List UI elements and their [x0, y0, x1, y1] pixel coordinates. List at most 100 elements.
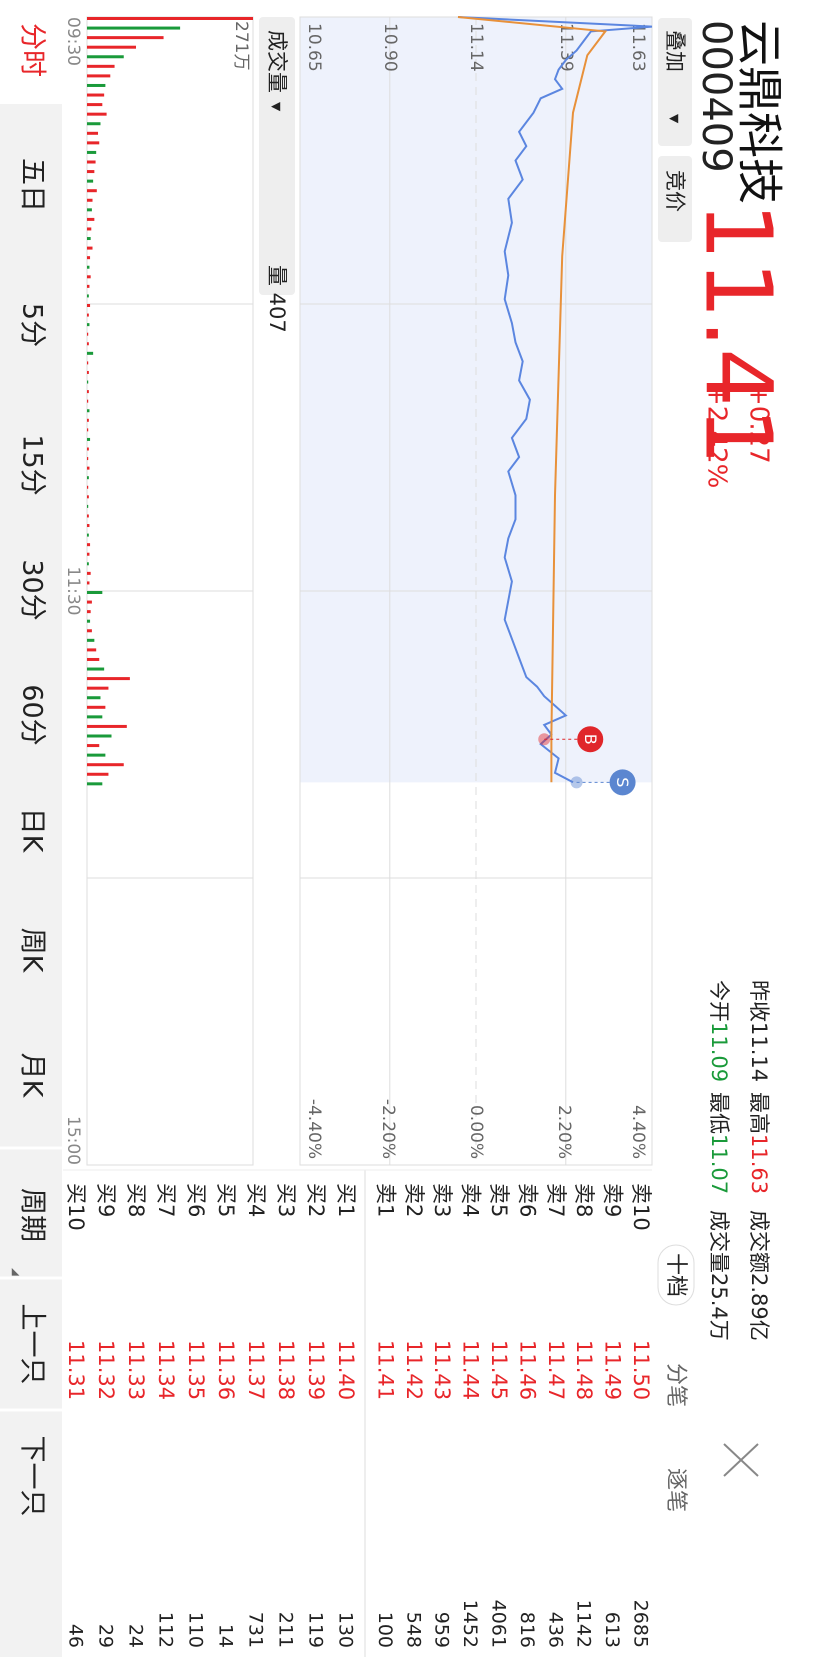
volume-bar	[87, 275, 91, 279]
book-tab[interactable]: 逐笔	[663, 1468, 688, 1512]
volume-bar	[87, 342, 89, 346]
volume-bar	[86, 45, 137, 49]
period-tab[interactable]: 15分	[17, 434, 48, 495]
dropdown-arrow: ▼	[668, 114, 682, 124]
volume-bar	[87, 265, 90, 269]
volume-bar	[87, 485, 89, 489]
period-tab[interactable]: 五日	[17, 158, 48, 212]
tab-bar	[0, 0, 62, 1657]
book-label: 卖9	[601, 1183, 625, 1217]
volume-bar	[86, 744, 100, 748]
prev-button[interactable]: 上一只	[17, 1304, 48, 1385]
stat-label: 成交额	[747, 1210, 771, 1273]
period-tab[interactable]: 60分	[17, 684, 48, 745]
stat-value: 11.09	[707, 1022, 731, 1082]
period-tab[interactable]: 30分	[17, 559, 48, 620]
volume-bar	[87, 428, 89, 432]
close-icon[interactable]	[723, 1443, 759, 1477]
period-tab[interactable]: 周K	[17, 928, 48, 974]
volume-bar	[87, 610, 91, 614]
book-label: 卖8	[572, 1183, 596, 1217]
volume-bar	[87, 629, 92, 633]
volume-bar	[87, 409, 90, 413]
period-tab[interactable]: 日K	[17, 808, 48, 854]
book-volume: 548	[402, 1612, 424, 1648]
volume-bar	[86, 74, 111, 78]
volume-bar	[87, 753, 106, 757]
stat-value: 11.14	[747, 1022, 771, 1082]
book-volume: 130	[335, 1612, 357, 1648]
volume-bar	[87, 103, 103, 107]
book-label: 卖7	[544, 1183, 568, 1217]
volume-bar	[87, 600, 92, 604]
book-volume: 46	[65, 1624, 87, 1648]
volume-value: 量 407	[265, 265, 289, 333]
volume-bar	[87, 447, 89, 451]
volume-button[interactable]	[259, 17, 295, 295]
book-price: 11.38	[274, 1340, 298, 1400]
book-label: 卖1	[373, 1183, 397, 1217]
book-price: 11.41	[373, 1340, 397, 1400]
book-tab[interactable]: 分笔	[663, 1363, 688, 1407]
selected-tab	[0, 0, 62, 104]
y-tick-label: 11.63	[628, 23, 648, 72]
volume-bar	[87, 93, 105, 97]
book-tab[interactable]: 十档	[663, 1253, 688, 1297]
volume-bar	[87, 667, 105, 671]
marker-badge	[609, 769, 636, 796]
dropdown-arrow: ▼	[270, 102, 284, 112]
volume-bar	[87, 332, 89, 336]
overlay-button[interactable]	[658, 18, 692, 146]
change-pct: +2.42%	[702, 384, 732, 488]
book-volume: 14	[215, 1624, 237, 1648]
book-price: 11.34	[154, 1340, 178, 1400]
volume-bar	[87, 782, 103, 786]
volume-bar	[87, 351, 94, 355]
book-label: 卖6	[515, 1183, 539, 1217]
book-volume: 816	[516, 1612, 538, 1648]
volume-bar	[87, 112, 107, 116]
book-volume: 959	[431, 1612, 453, 1648]
x-tick-label: 09:30	[63, 17, 83, 66]
volume-bar	[86, 686, 109, 690]
volume-bar	[87, 284, 90, 288]
volume-bar	[87, 466, 90, 470]
book-price: 11.45	[487, 1340, 511, 1400]
book-price: 11.48	[572, 1340, 596, 1400]
volume-bar	[86, 734, 112, 738]
book-label: 卖5	[487, 1183, 511, 1217]
y2-tick-label: -2.20%	[378, 1099, 398, 1159]
y2-tick-label: -4.40%	[304, 1099, 324, 1159]
marker-label: S	[613, 777, 632, 787]
period-tab[interactable]: 5分	[17, 303, 48, 347]
next-button[interactable]: 下一只	[17, 1436, 48, 1517]
period-button[interactable]: 周期	[17, 1188, 48, 1242]
book-volume: 2685	[630, 1600, 652, 1648]
y-tick-label: 10.65	[304, 23, 324, 72]
volume-bar	[87, 543, 91, 547]
volume-bar	[87, 313, 89, 317]
book-label: 买2	[304, 1183, 328, 1217]
volume-label: 成交量	[265, 30, 289, 93]
volume-bar	[86, 648, 97, 652]
volume-bar	[87, 562, 89, 566]
y2-tick-label: 4.40%	[628, 1105, 648, 1159]
volume-bar	[87, 256, 91, 260]
stat-value: 25.4万	[707, 1273, 731, 1341]
book-price: 11.46	[515, 1340, 539, 1400]
volume-bar	[87, 715, 103, 719]
volume-bar	[86, 217, 95, 221]
volume-bar	[86, 657, 100, 661]
auction-button[interactable]	[658, 156, 692, 242]
book-volume: 613	[601, 1612, 623, 1648]
price-line	[457, 16, 608, 783]
volume-bar	[86, 763, 124, 767]
period-tab[interactable]: 月K	[17, 1053, 48, 1099]
book-label: 卖2	[402, 1183, 426, 1217]
book-volume: 100	[374, 1612, 396, 1648]
price-line	[457, 16, 653, 784]
volume-bar	[87, 514, 89, 518]
period-tab[interactable]: 分时	[17, 23, 48, 77]
